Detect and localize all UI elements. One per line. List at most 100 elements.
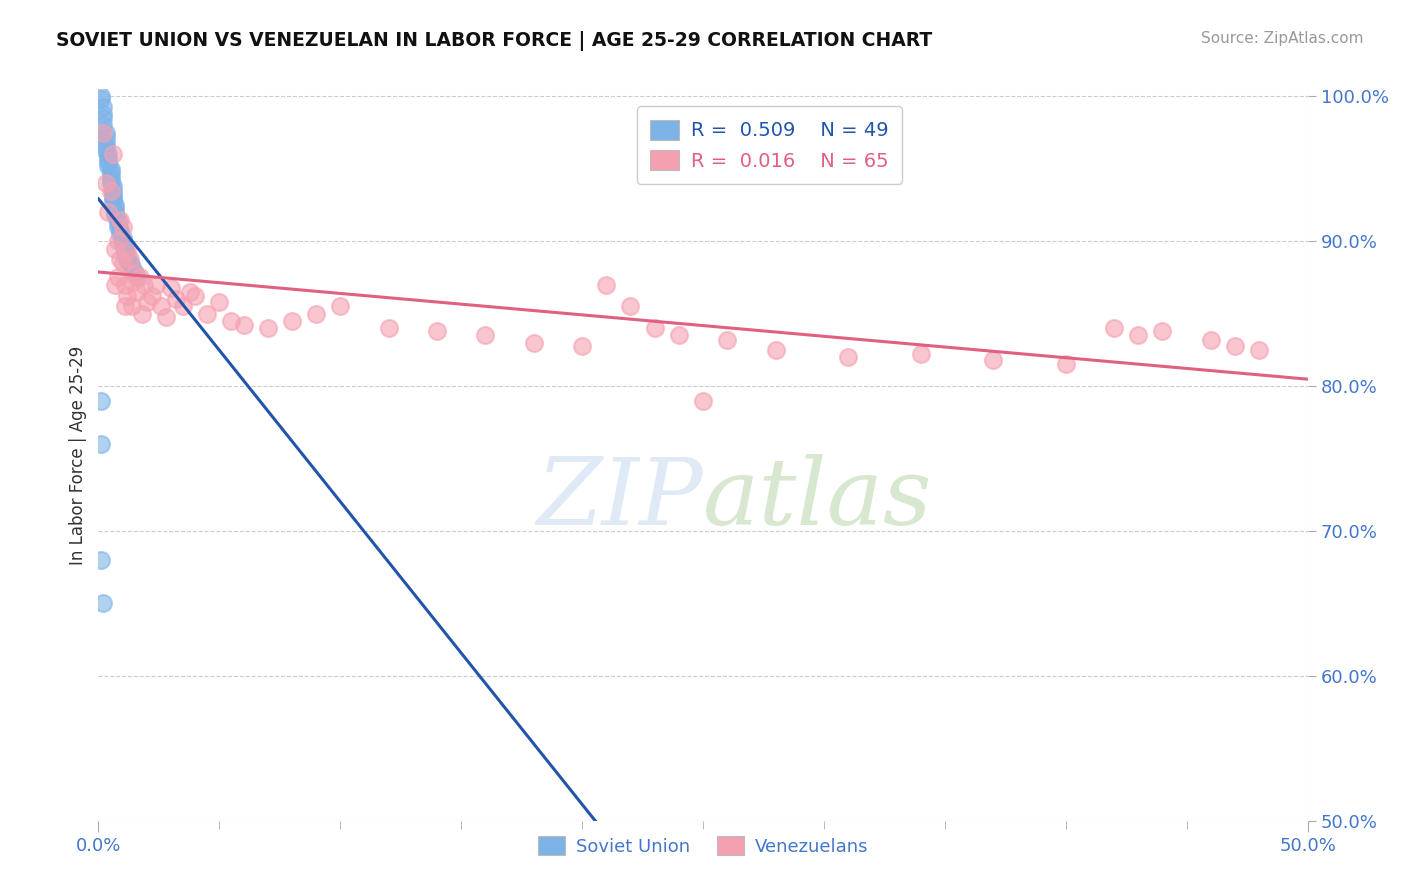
Point (145, 277, 167, 292)
Point (256, 321, 278, 335)
Point (100, 161, 122, 176)
Point (141, 289, 163, 303)
Point (91, 111, 114, 125)
Point (91, 596, 114, 610)
Point (114, 245, 136, 260)
Point (232, 318, 254, 333)
Point (108, 212, 131, 227)
Point (107, 212, 129, 227)
Point (108, 223, 131, 237)
Point (329, 300, 352, 314)
Point (118, 256, 141, 270)
Point (1128, 328, 1150, 343)
Point (117, 253, 139, 268)
Y-axis label: In Labor Force | Age 25-29: In Labor Force | Age 25-29 (69, 345, 87, 565)
Point (94, 136, 117, 150)
Point (100, 177, 122, 191)
Point (765, 343, 787, 357)
Point (108, 227, 131, 241)
Point (134, 277, 156, 292)
Point (377, 321, 399, 335)
Point (165, 292, 187, 306)
Point (91, 99, 114, 113)
Text: ZIP: ZIP (536, 454, 703, 544)
Point (101, 194, 124, 208)
Point (97, 154, 120, 169)
Point (150, 300, 173, 314)
Point (121, 275, 143, 289)
Point (94, 177, 117, 191)
Point (160, 280, 183, 294)
Point (1223, 338, 1246, 352)
Point (571, 338, 593, 352)
Point (114, 300, 136, 314)
Point (221, 314, 243, 328)
Point (91, 119, 114, 133)
Point (114, 242, 136, 256)
Point (172, 300, 194, 314)
Point (305, 307, 328, 321)
Point (111, 234, 134, 248)
Point (94, 145, 117, 159)
Point (104, 242, 127, 256)
Point (1102, 321, 1125, 335)
Point (474, 328, 496, 343)
Point (118, 252, 141, 266)
Point (107, 234, 129, 248)
Point (127, 270, 149, 285)
Point (131, 307, 153, 321)
Point (100, 173, 122, 187)
Point (94, 130, 117, 145)
Point (107, 270, 129, 285)
Point (692, 393, 714, 408)
Point (100, 184, 122, 198)
Point (104, 205, 127, 219)
Point (97, 205, 120, 219)
Point (195, 307, 218, 321)
Point (619, 300, 641, 314)
Point (121, 260, 143, 275)
Point (117, 244, 139, 259)
Point (668, 328, 690, 343)
Point (91, 126, 114, 140)
Point (117, 249, 139, 263)
Point (426, 324, 449, 338)
Point (111, 231, 134, 245)
Point (101, 179, 124, 194)
Point (90, 393, 112, 408)
Point (104, 277, 127, 292)
Point (121, 300, 143, 314)
Point (100, 169, 122, 183)
Point (90, 553, 112, 567)
Point (281, 314, 304, 328)
Point (184, 289, 207, 303)
Point (1199, 333, 1222, 347)
Point (90, 437, 112, 451)
Point (128, 270, 150, 285)
Point (208, 295, 231, 310)
Point (111, 237, 134, 252)
Point (111, 219, 134, 234)
Point (595, 277, 617, 292)
Point (1249, 343, 1271, 357)
Point (97, 152, 120, 166)
Point (97, 147, 120, 161)
Point (94, 140, 117, 154)
Point (716, 333, 738, 347)
Point (1054, 358, 1077, 372)
Point (107, 219, 129, 234)
Point (97, 159, 120, 173)
Point (107, 215, 129, 229)
Point (104, 202, 127, 217)
Legend: Soviet Union, Venezuelans: Soviet Union, Venezuelans (530, 829, 876, 863)
Text: SOVIET UNION VS VENEZUELAN IN LABOR FORCE | AGE 25-29 CORRELATION CHART: SOVIET UNION VS VENEZUELAN IN LABOR FORC… (56, 31, 932, 51)
Point (90, 92, 112, 106)
Point (1152, 324, 1174, 338)
Point (127, 285, 149, 299)
Point (94, 126, 117, 140)
Point (117, 289, 139, 303)
Point (837, 350, 859, 364)
Text: Source: ZipAtlas.com: Source: ZipAtlas.com (1201, 31, 1364, 46)
Point (124, 266, 146, 280)
Text: atlas: atlas (703, 454, 932, 544)
